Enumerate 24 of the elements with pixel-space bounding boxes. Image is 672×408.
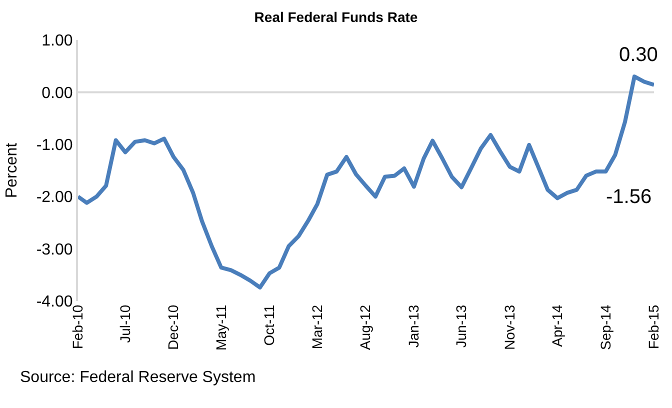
annotation: 0.30	[619, 44, 658, 66]
y-tick-label: -4.00	[36, 294, 73, 311]
source-note: Source: Federal Reserve System	[20, 369, 256, 386]
x-tick-label: Aug-12	[357, 304, 374, 350]
x-tick-label: Dec-10	[165, 304, 182, 350]
annotation: -1.56	[606, 186, 652, 208]
y-tick-label: -3.00	[36, 241, 73, 258]
y-tick-label: -2.00	[36, 189, 73, 206]
y-tick-label: 1.00	[42, 32, 73, 50]
x-tick-label: May-11	[212, 304, 229, 350]
x-tick-label: Jul-10	[116, 304, 133, 343]
y-tick-label: -1.00	[36, 137, 73, 154]
x-tick-label: Jan-13	[406, 304, 422, 348]
x-tick-label: Feb-15	[646, 304, 662, 350]
x-tick-label: Apr-14	[549, 304, 566, 347]
x-tick-label: Jun-13	[453, 304, 470, 348]
x-tick-label: Mar-12	[308, 304, 325, 350]
x-tick-label: Oct-11	[261, 304, 278, 346]
chart-title: Real Federal Funds Rate	[254, 9, 418, 26]
y-axis-title: Percent	[4, 142, 21, 198]
y-tick-label: 0.00	[42, 84, 73, 102]
x-tick-label: Sep-14	[597, 304, 614, 350]
x-tick-label: Nov-13	[501, 304, 518, 350]
line-series	[78, 74, 654, 290]
